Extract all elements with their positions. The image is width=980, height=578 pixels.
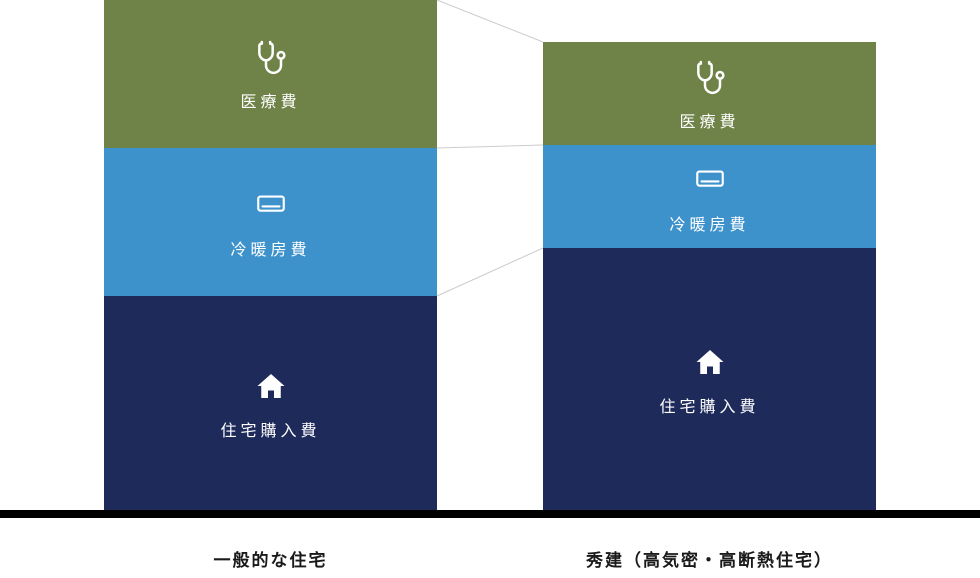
ac-unit-icon (689, 159, 731, 201)
segment-medical: 医療費 (543, 42, 876, 145)
stethoscope-icon (689, 56, 731, 98)
segment-hvac: 冷暖房費 (543, 145, 876, 248)
segment-label: 冷暖房費 (669, 211, 749, 235)
bar-shuken: 医療費 冷暖房費 住宅購入費 (543, 42, 876, 510)
segment-medical: 医療費 (104, 0, 437, 148)
bar-general: 医療費 冷暖房費 住宅購入費 (104, 0, 437, 510)
segment-label: 住宅購入費 (220, 417, 320, 441)
chart-area: 医療費 冷暖房費 住宅購入費 医療費 冷暖房費 住宅購入費 (0, 0, 980, 510)
segment-house: 住宅購入費 (543, 248, 876, 510)
baseline (0, 510, 980, 518)
segment-house: 住宅購入費 (104, 296, 437, 510)
home-icon (250, 365, 292, 407)
axis-label-shuken: 秀建（高気密・高断熱住宅） (543, 546, 876, 571)
segment-hvac: 冷暖房費 (104, 148, 437, 296)
segment-label: 医療費 (240, 88, 300, 112)
ac-unit-icon (250, 184, 292, 226)
axis-label-general: 一般的な住宅 (104, 546, 437, 571)
stethoscope-icon (250, 36, 292, 78)
segment-label: 医療費 (679, 108, 739, 132)
segment-label: 住宅購入費 (659, 393, 759, 417)
segment-label: 冷暖房費 (230, 236, 310, 260)
home-icon (689, 341, 731, 383)
